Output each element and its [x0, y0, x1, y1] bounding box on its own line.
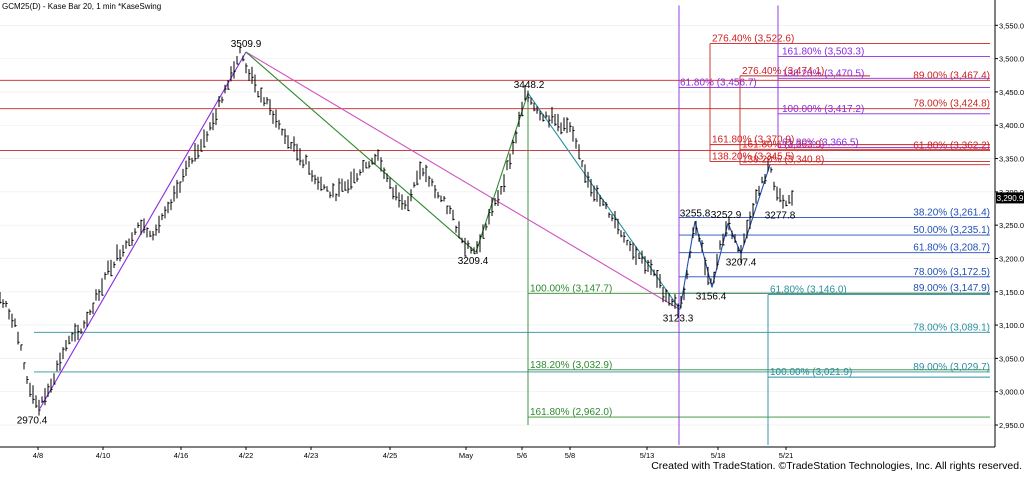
swing-trend-line: [245, 51, 477, 253]
chart-title: GCM25(D) - Kase Bar 20, 1 min *KaseSwing: [2, 2, 161, 11]
swing-labels: 2970.4 3509.9 3209.4 3448.2 3123.3 3255.8 3156…: [17, 39, 796, 426]
fib-level-label: 61.80% (3,208.7): [913, 243, 990, 254]
y-axis[interactable]: 2,950.0 3,000.0 3,050.0 3,100.0 3,150.0 3,200…: [995, 21, 1024, 430]
swing-label: 3448.2: [514, 80, 545, 91]
swing-label: 3209.4: [458, 256, 489, 267]
y-tick-label: 3,250.0: [999, 221, 1024, 230]
swing-trend-line: [39, 51, 247, 409]
swing-label: 3123.3: [663, 314, 694, 325]
fib-level-label: 138.20% (3,470.5): [782, 68, 864, 79]
fib-level-label: 100.00% (3,417.2): [782, 104, 864, 115]
price-bars: [0, 46, 794, 416]
y-tick-label: 3,150.0: [999, 288, 1024, 297]
fib-level-label: 61.80% (3,146.0): [770, 284, 847, 295]
fib-level-label: 89.00% (3,147.9): [913, 283, 990, 294]
fib-level-label: 100.00% (3,147.7): [530, 283, 612, 294]
fib-level-label: 78.00% (3,172.5): [913, 267, 990, 278]
y-tick-label: 3,000.0: [999, 388, 1024, 397]
swing-label: 2970.4: [17, 415, 48, 426]
last-price-box: [996, 192, 1024, 204]
last-price-label: 3,290.9: [997, 194, 1024, 203]
x-tick-label: 5/21: [779, 451, 794, 460]
fib-level-label: 161.80% (3,363.9): [742, 139, 824, 150]
swing-label: 3207.4: [726, 258, 757, 269]
fib-level-label: 138.20% (3,032.9): [530, 360, 612, 371]
fib-level-label: 78.00% (3,424.8): [913, 99, 990, 110]
footer-credit: Created with TradeStation. ©TradeStation…: [651, 460, 1022, 472]
swing-label: 3255.8: [680, 208, 711, 219]
x-tick-label: 4/22: [239, 451, 254, 460]
x-tick-label: 4/10: [96, 451, 111, 460]
x-tick-label: 5/18: [711, 451, 726, 460]
fib-level-label: 89.00% (3,029.7): [913, 362, 990, 373]
fib-level-label: 161.80% (2,962.0): [530, 407, 612, 418]
fib-level-labels: 276.40% (3,522.6)161.80% (3,503.3) 89.00%…: [530, 34, 990, 418]
y-tick-label: 3,350.0: [999, 155, 1024, 164]
y-tick-label: 3,550.0: [999, 21, 1024, 30]
x-tick-label: 5/13: [640, 451, 655, 460]
vertical-marker-lines: [527, 5, 779, 446]
x-tick-label: 4/8: [33, 451, 43, 460]
fib-level-label: 61.80% (3,366.5): [782, 138, 859, 149]
fib-level-label: 50.00% (3,235.1): [913, 225, 990, 236]
y-tick-label: 3,100.0: [999, 321, 1024, 330]
y-tick-label: 3,450.0: [999, 88, 1024, 97]
x-tick-label: 4/25: [383, 451, 398, 460]
fib-level-label: 161.80% (3,370.9): [712, 135, 794, 146]
swing-trend-line: [527, 92, 681, 310]
y-tick-label: 2,950.0: [999, 421, 1024, 430]
x-tick-label: 4/23: [304, 451, 319, 460]
x-tick-label: May: [459, 451, 473, 460]
y-gridlines: [0, 25, 995, 426]
fib-level-label: 61.80% (3,456.7): [680, 77, 757, 88]
swing-label: 3156.4: [696, 292, 727, 303]
y-tick-label: 3,200.0: [999, 254, 1024, 263]
swing-trend-line: [711, 223, 729, 288]
fib-level-label: 276.40% (3,474.1): [742, 66, 824, 77]
fib-level-label: 78.00% (3,089.1): [913, 322, 990, 333]
y-tick-label: 3,300.0: [999, 188, 1024, 197]
x-axis[interactable]: 4/8 4/10 4/16 4/22 4/23 4/25 May 5/6 5/8 5/13 5/18…: [33, 447, 794, 460]
x-tick-label: 5/8: [565, 451, 575, 460]
swing-trend-line: [694, 221, 713, 288]
fib-level-label: 138.20% (3,340.8): [742, 155, 824, 166]
swing-label: 3252.9: [711, 210, 742, 221]
fib-level-label: 161.80% (3,503.3): [782, 46, 864, 57]
fib-level-lines: [0, 43, 990, 418]
fib-level-label: 89.00% (3,467.4): [913, 70, 990, 81]
swing-trend-lines: [39, 51, 771, 409]
y-tick-label: 3,500.0: [999, 55, 1024, 64]
x-tick-label: 5/6: [517, 451, 527, 460]
swing-label: 3277.8: [765, 211, 796, 222]
fib-level-label: 38.20% (3,261.4): [913, 208, 990, 219]
y-tick-label: 3,050.0: [999, 354, 1024, 363]
y-tick-label: 3,400.0: [999, 121, 1024, 130]
fib-level-label: 61.80% (3,362.2): [913, 140, 990, 151]
fib-level-label: 138.20% (3,345.5): [712, 152, 794, 163]
x-tick-label: 4/16: [174, 451, 189, 460]
swing-trend-line: [245, 51, 681, 311]
swing-label: 3509.9: [231, 39, 262, 50]
last-price-marker: 3,290.9: [996, 192, 1024, 204]
fib-level-label: 100.00% (3,021.9): [770, 367, 852, 378]
fib-level-label: 276.40% (3,522.6): [712, 34, 794, 45]
